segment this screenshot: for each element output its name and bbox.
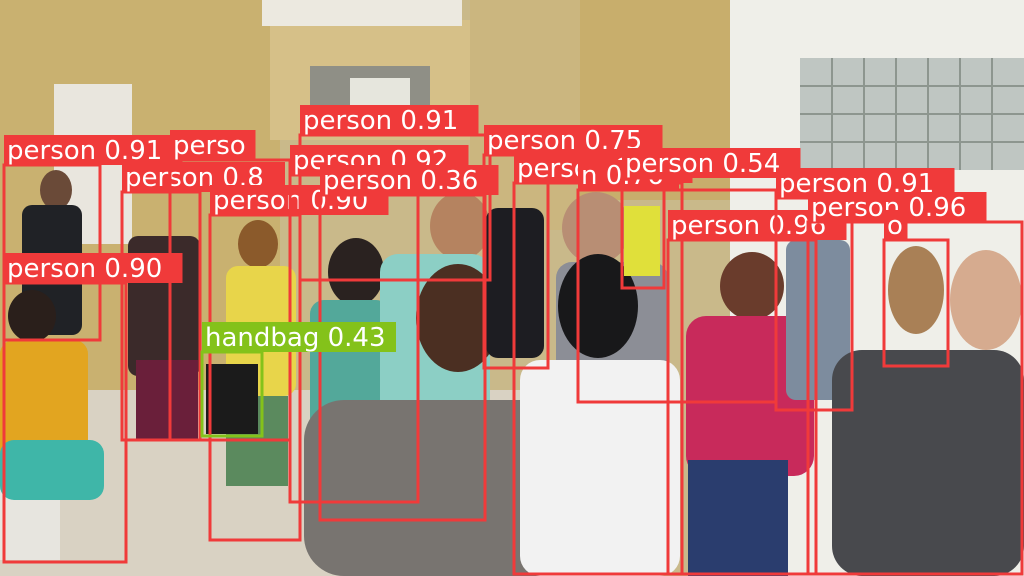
bounding-box [512,181,684,576]
detection-person: person 0.96 [666,210,847,576]
label-background [170,130,256,160]
bounding-box [2,281,128,564]
detection-person: person 0.54 [620,148,801,290]
ceiling [262,0,462,26]
detection-label: person 0.96 [671,211,826,241]
detection-label: person 0.36 [323,166,478,196]
detection-person: person 0.91 [298,105,492,282]
detection-label: perso [173,131,246,161]
detection-person: o [882,210,950,368]
bounding-box [806,220,1024,576]
detection-person: person 0.90 [2,253,183,564]
detection-label: person 0.54 [625,149,780,179]
label-background [4,135,183,165]
detection-label: o [887,211,903,241]
label-background [622,148,801,178]
detection-person: person 0.36 [318,165,499,522]
detection-label: person 0.90 [7,254,162,284]
detection-label: person 0.91 [7,136,162,166]
bounding-box [620,176,666,290]
label-background [320,165,499,195]
detection-person: person 0.96 [806,192,1024,576]
label-background [884,210,908,240]
detection-label: handbag 0.43 [205,323,386,353]
bounding-box [120,190,202,442]
detection-handbag: handbag 0.43 [200,322,396,438]
detection-label: person 0.91 [303,106,458,136]
label-background [4,253,183,283]
bounding-box [208,213,302,542]
label-background [300,105,479,135]
detection-person: person 0.85 [512,153,693,576]
bench [0,490,60,560]
detection-label: person 0.75 [487,126,642,156]
bounding-box [318,193,487,522]
bounding-box [882,238,950,368]
bounding-box [2,163,102,342]
detection-person: person 0.91 [2,135,183,342]
label-background [202,322,396,352]
bounding-box [666,238,818,576]
detection-person: n 0.76 [576,160,778,404]
detection-person: person 0.75 [482,125,663,370]
glass-block-grid [800,58,1024,170]
